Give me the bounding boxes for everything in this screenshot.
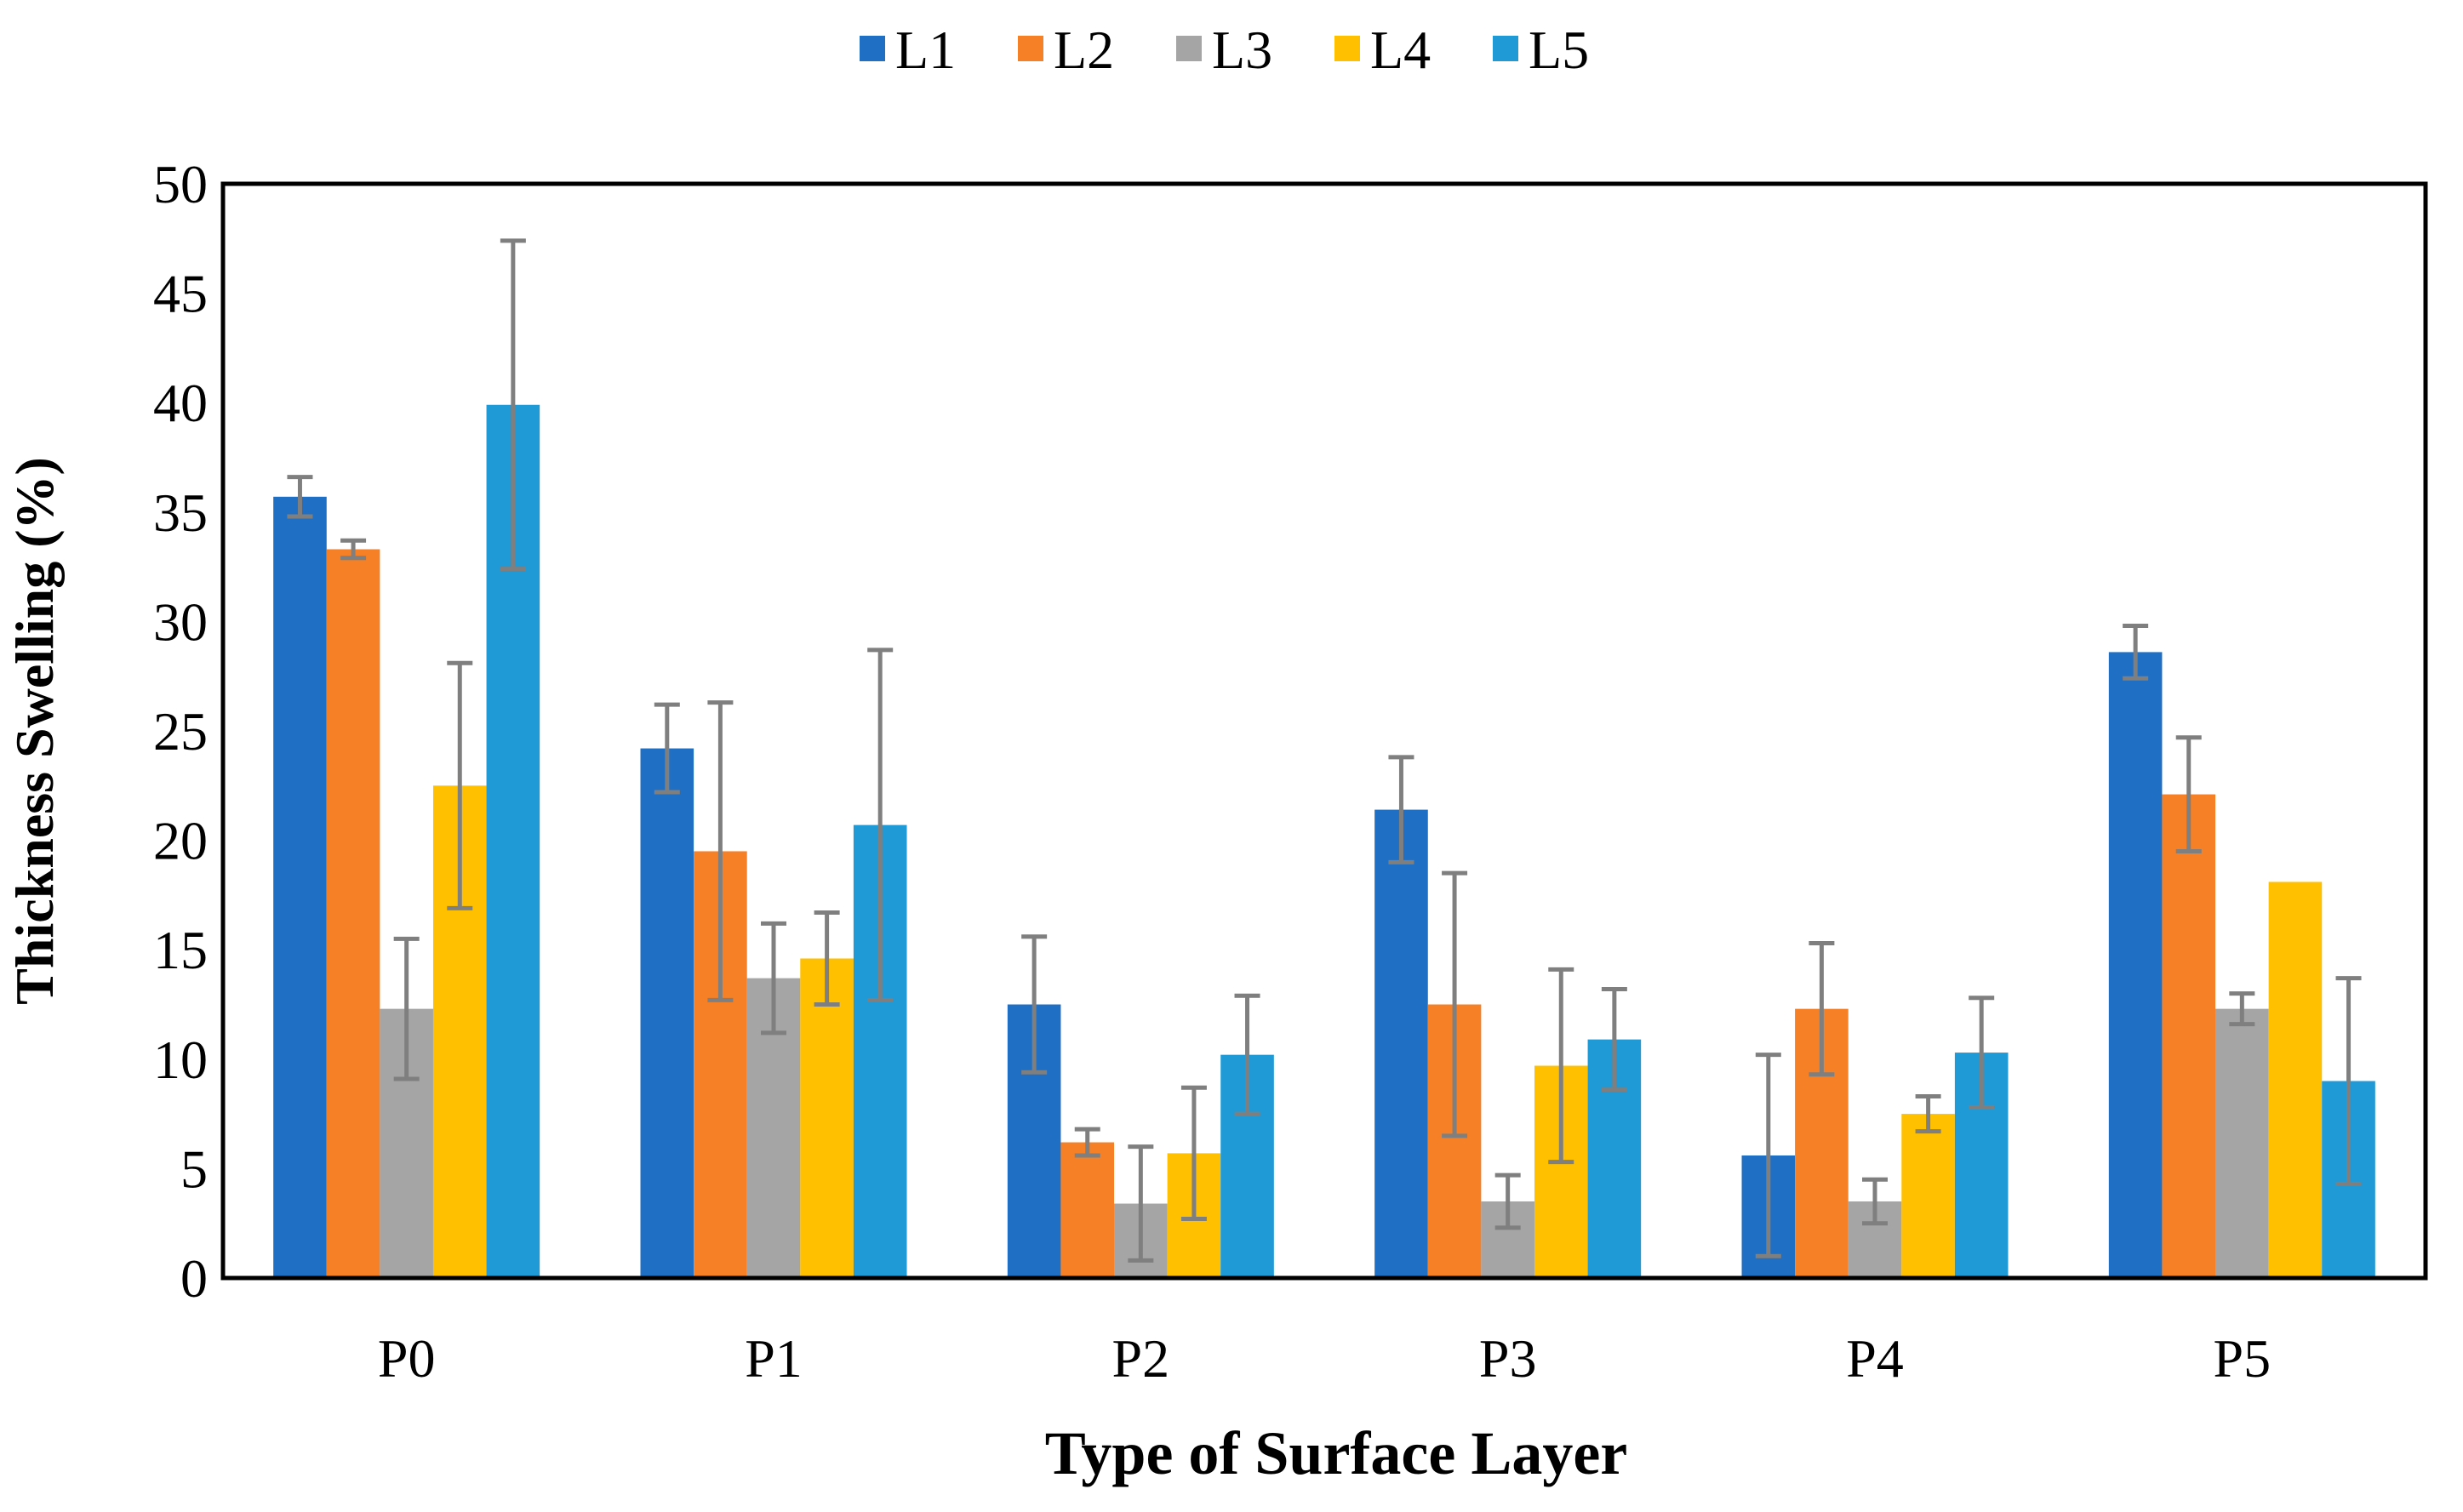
y-tick-label: 0 bbox=[180, 1248, 208, 1309]
error-bars-layer bbox=[287, 238, 2362, 1263]
error-bar-l5-p4 bbox=[1969, 996, 1995, 1110]
y-tick-label: 15 bbox=[153, 920, 208, 980]
error-bar-l4-p0 bbox=[447, 660, 473, 910]
legend: L1 L2 L3 L4 L5 bbox=[860, 20, 1589, 80]
error-bar-l1-p1 bbox=[654, 702, 680, 795]
legend-item-l1: L1 bbox=[860, 20, 956, 80]
bar-l1-p5 bbox=[2108, 652, 2163, 1278]
legend-swatch bbox=[1334, 36, 1360, 61]
bar-l3-p5 bbox=[2215, 1008, 2269, 1278]
x-axis-title: Type of Surface Layer bbox=[1045, 1419, 1628, 1487]
bar-l1-p1 bbox=[640, 748, 694, 1278]
error-bar-l5-p1 bbox=[867, 648, 894, 1002]
legend-item-l3: L3 bbox=[1176, 20, 1272, 80]
error-bar-l2-p0 bbox=[340, 538, 367, 561]
y-tick-label: 5 bbox=[180, 1138, 208, 1199]
error-bar-l3-p2 bbox=[1128, 1144, 1154, 1263]
bar-l2-p2 bbox=[1060, 1142, 1115, 1278]
legend-swatch bbox=[860, 36, 885, 61]
error-bar-l3-p3 bbox=[1494, 1173, 1521, 1230]
legend-label: L1 bbox=[895, 20, 956, 80]
error-bar-l1-p3 bbox=[1388, 755, 1414, 864]
y-tick-label: 25 bbox=[153, 701, 208, 762]
error-bar-l4-p3 bbox=[1548, 967, 1574, 1165]
legend-label: L4 bbox=[1370, 20, 1431, 80]
x-tick-label: P3 bbox=[1479, 1328, 1537, 1389]
y-tick-label: 20 bbox=[153, 811, 208, 871]
x-axis-ticks: P0 P1 P2 P3 P4 P5 bbox=[378, 1328, 2271, 1389]
error-bar-l2-p4 bbox=[1809, 940, 1835, 1077]
bar-l2-p0 bbox=[326, 549, 380, 1278]
y-tick-label: 10 bbox=[153, 1030, 208, 1090]
y-tick-label: 40 bbox=[153, 373, 208, 433]
error-bar-l2-p2 bbox=[1074, 1127, 1100, 1158]
x-tick-label: P4 bbox=[1846, 1328, 1904, 1389]
legend-label: L3 bbox=[1212, 20, 1272, 80]
error-bar-l2-p1 bbox=[707, 700, 734, 1002]
error-bar-l3-p0 bbox=[393, 936, 420, 1081]
bar-l2-p5 bbox=[2162, 794, 2216, 1278]
legend-label: L2 bbox=[1054, 20, 1114, 80]
legend-swatch bbox=[1493, 36, 1518, 61]
error-bar-l5-p5 bbox=[2335, 976, 2362, 1186]
error-bar-l5-p0 bbox=[500, 238, 526, 572]
error-bar-l1-p0 bbox=[287, 475, 313, 519]
error-bar-l4-p4 bbox=[1915, 1094, 1941, 1134]
y-tick-label: 45 bbox=[153, 264, 208, 324]
y-axis-title: Thickness Swelling (%) bbox=[4, 457, 65, 1005]
bar-l4-p4 bbox=[1901, 1114, 1955, 1278]
y-axis-ticks: 0 5 10 15 20 25 30 35 40 45 50 bbox=[153, 154, 208, 1309]
error-bar-l3-p1 bbox=[761, 921, 786, 1036]
bars-layer bbox=[273, 404, 2375, 1279]
y-tick-label: 30 bbox=[153, 591, 208, 652]
error-bar-l1-p2 bbox=[1021, 934, 1048, 1075]
bar-l4-p5 bbox=[2268, 882, 2323, 1278]
error-bar-l5-p2 bbox=[1234, 993, 1260, 1116]
error-bar-l4-p1 bbox=[814, 910, 840, 1007]
x-tick-label: P1 bbox=[745, 1328, 803, 1389]
legend-swatch bbox=[1176, 36, 1202, 61]
x-tick-label: P5 bbox=[2214, 1328, 2272, 1389]
y-tick-label: 35 bbox=[153, 482, 208, 543]
legend-label: L5 bbox=[1529, 20, 1589, 80]
y-tick-label: 50 bbox=[153, 154, 208, 214]
bar-l4-p1 bbox=[800, 958, 854, 1278]
error-bar-l2-p5 bbox=[2175, 735, 2202, 853]
x-tick-label: P0 bbox=[378, 1328, 436, 1389]
bar-l1-p0 bbox=[273, 496, 327, 1278]
error-bar-l3-p4 bbox=[1862, 1177, 1888, 1226]
legend-swatch bbox=[1018, 36, 1043, 61]
bar-l1-p3 bbox=[1374, 809, 1428, 1278]
legend-item-l4: L4 bbox=[1334, 20, 1431, 80]
x-tick-label: P2 bbox=[1112, 1328, 1170, 1389]
legend-item-l2: L2 bbox=[1018, 20, 1114, 80]
legend-item-l5: L5 bbox=[1493, 20, 1589, 80]
error-bar-l2-p3 bbox=[1442, 870, 1468, 1138]
error-bar-l4-p2 bbox=[1180, 1085, 1207, 1222]
error-bar-l3-p5 bbox=[2229, 991, 2255, 1027]
error-bar-l1-p5 bbox=[2123, 624, 2149, 681]
plot-area-frame bbox=[220, 181, 2428, 1281]
error-bar-l1-p4 bbox=[1755, 1053, 1781, 1258]
error-bar-l5-p3 bbox=[1601, 986, 1627, 1093]
